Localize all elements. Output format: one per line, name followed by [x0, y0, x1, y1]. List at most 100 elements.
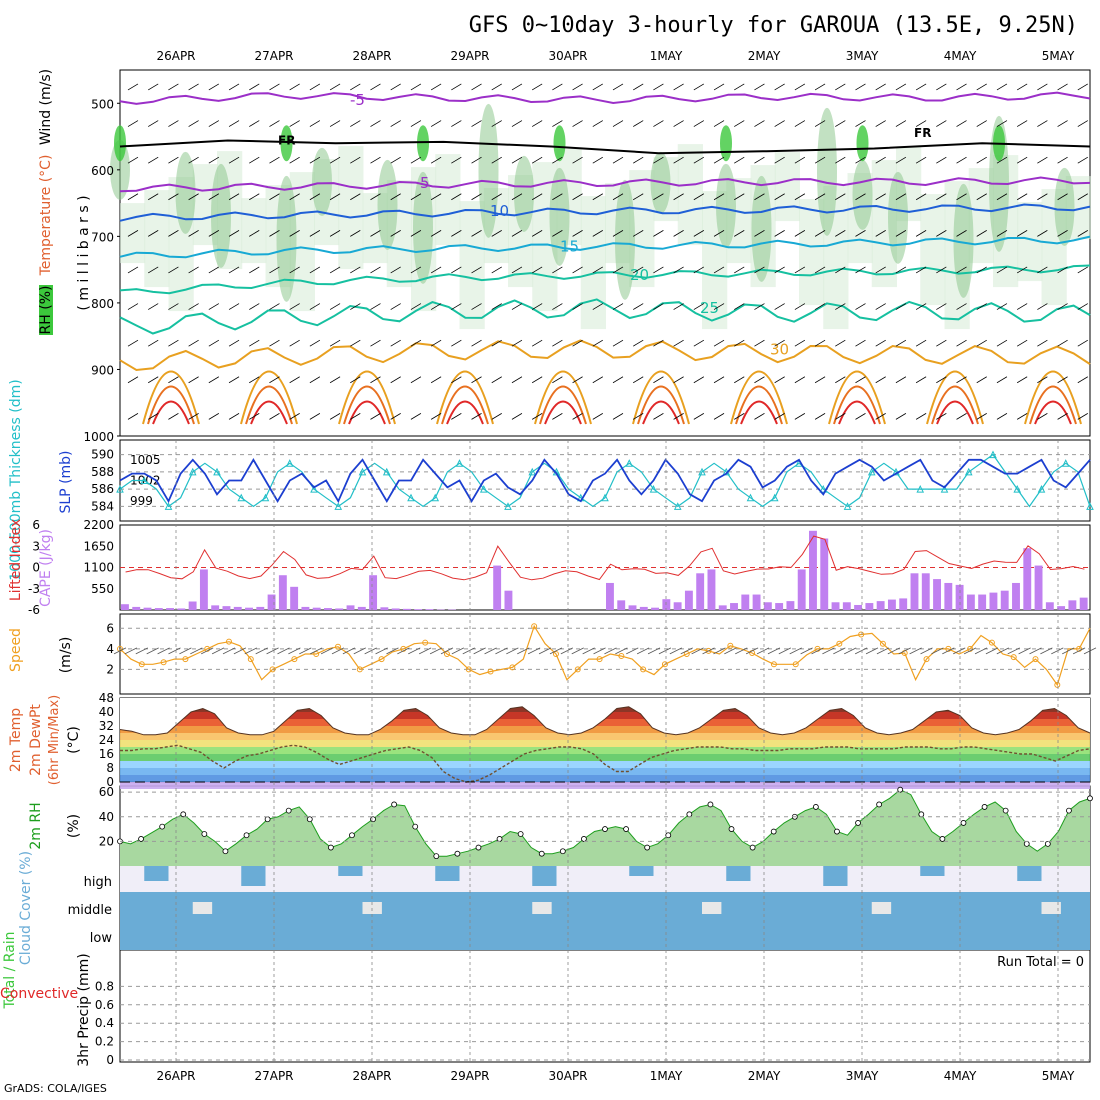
wind-tick-label: 6: [106, 621, 114, 635]
wind-barb: [572, 156, 583, 164]
temp-contour-line: [250, 400, 288, 425]
thickness-point: [407, 493, 415, 502]
wind-barb: [552, 339, 563, 347]
wind-barb: [915, 193, 927, 201]
wind-barb: [592, 193, 603, 201]
wind-barb: [693, 376, 705, 384]
wind-barb: [844, 647, 857, 655]
rh2m-point: [454, 850, 461, 857]
wind-barb: [754, 303, 765, 310]
wind-barb: [572, 230, 583, 237]
wind-barb: [673, 376, 684, 384]
wind-barb: [329, 303, 341, 310]
wind-barb: [794, 376, 806, 384]
wind-barb: [451, 303, 462, 310]
precip-tick-label: 0.4: [95, 1016, 114, 1030]
temp-line: [119, 706, 1091, 736]
wind-speed-point: [879, 640, 886, 647]
wind-barb: [249, 339, 260, 347]
wind-barb: [996, 156, 1008, 164]
wind-barb: [915, 413, 927, 420]
wind-barb: [915, 120, 927, 127]
wind-barb: [673, 303, 684, 310]
wind-barb: [269, 120, 280, 127]
wind-barb: [985, 647, 999, 655]
thickness-point: [504, 502, 512, 510]
temperature-legend-label: Temperature (°C): [38, 155, 54, 277]
wind-barb: [626, 647, 639, 655]
rh-shade: [417, 125, 429, 162]
wind-barb: [491, 156, 502, 164]
wind-barb: [875, 413, 886, 420]
wind-barb: [713, 339, 725, 347]
wind-barb: [976, 156, 987, 164]
temp-contour-line: [119, 264, 1091, 295]
wind-barb: [875, 339, 886, 347]
cape-bar: [876, 601, 885, 610]
precip-tick-label: 0.8: [95, 979, 114, 993]
wind-barb: [1057, 156, 1068, 164]
wind-barb: [188, 230, 199, 237]
wind-barb: [1057, 413, 1068, 420]
wind-barb: [168, 156, 179, 164]
wind-barb: [942, 647, 955, 655]
rh2m-point: [1066, 807, 1072, 814]
wind-barb: [1040, 647, 1053, 655]
wind-barb: [774, 376, 785, 384]
precip-total-legend-label: Total / Rain: [2, 931, 18, 1009]
date-label-top: 27APR: [254, 49, 293, 63]
wind-barb: [511, 266, 523, 274]
thickness-line: [119, 453, 1091, 508]
wind-barb: [956, 83, 967, 91]
wind-barb: [329, 266, 341, 274]
temp-contour-line: [637, 385, 685, 425]
temp-color-band: [120, 726, 1090, 733]
wind-barb: [511, 376, 523, 384]
wind-barb: [875, 83, 886, 91]
cape-bar: [628, 605, 637, 610]
wind-speed-point: [1010, 654, 1017, 661]
cape-bar: [1023, 548, 1032, 610]
cape-bar: [211, 605, 220, 610]
wind-barb: [168, 339, 179, 347]
thickness-point: [237, 493, 246, 502]
cape-bar: [606, 582, 614, 610]
wind-barb: [835, 266, 846, 274]
wind-barb: [309, 156, 321, 164]
wind-barb: [767, 647, 781, 655]
wind-barb: [451, 156, 462, 164]
cape-bar: [222, 606, 231, 610]
wind-barb: [713, 230, 725, 237]
wind-barb: [653, 120, 664, 127]
thickness-point: [964, 467, 973, 476]
wind-barb: [471, 413, 482, 420]
wind-speed-point: [596, 656, 603, 663]
rh2m-point: [201, 831, 208, 837]
wind-barb: [1057, 266, 1068, 274]
wind-barb: [430, 120, 442, 127]
wind-barb: [754, 156, 765, 164]
wind-speed-point: [552, 651, 559, 657]
wind-barb: [936, 413, 947, 420]
wind-barb: [604, 647, 617, 655]
wind-barb: [636, 647, 650, 655]
wind-barb: [895, 230, 907, 237]
rh2m-point: [665, 832, 672, 839]
wind-barb: [410, 266, 422, 274]
rh-shade: [817, 107, 837, 236]
wind-barb: [127, 156, 139, 164]
temp-contour-line: [142, 370, 200, 425]
temp-contour-line: [534, 370, 592, 425]
wind-barb: [653, 376, 664, 384]
wind-barb: [1077, 83, 1088, 91]
rh-shade: [114, 125, 126, 162]
wind-barb: [909, 647, 922, 655]
wind-barb: [331, 647, 345, 655]
wind-barb: [974, 647, 988, 655]
wind-barb: [1057, 376, 1068, 384]
wind-barb: [693, 413, 705, 420]
cape-bar: [639, 606, 648, 610]
wind-speed-point: [618, 653, 625, 660]
wind-barb: [249, 266, 260, 274]
wind-barb: [1016, 83, 1028, 91]
